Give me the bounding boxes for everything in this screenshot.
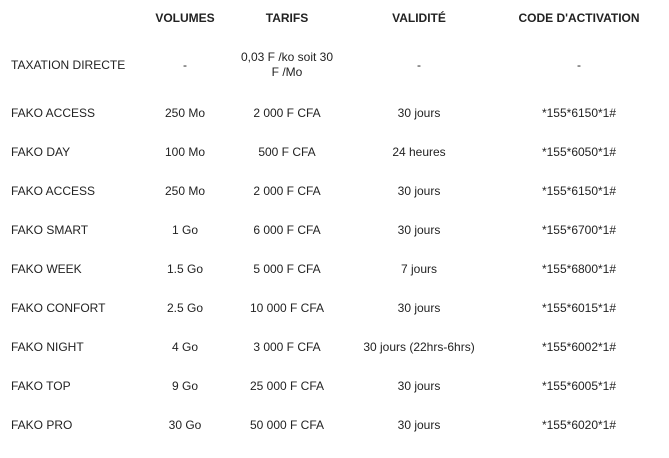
offer-code: *155*6020*1# xyxy=(541,418,617,432)
table-row: FAKO ACCESS 250 Mo 2 000 F CFA 30 jours … xyxy=(0,94,669,133)
offer-name: FAKO PRO xyxy=(11,418,73,432)
offers-table: VOLUMES TARIFS VALIDITÉ CODE D'ACTIVATIO… xyxy=(0,0,669,445)
offer-tarif: 50 000 F CFA xyxy=(249,418,325,432)
offer-volume: 2.5 Go xyxy=(166,301,204,315)
table-row: FAKO PRO 30 Go 50 000 F CFA 30 jours *15… xyxy=(0,406,669,445)
offer-validite: 30 jours xyxy=(397,301,441,315)
offer-volume: 9 Go xyxy=(171,379,198,393)
offer-validite: 30 jours (22hrs-6hrs) xyxy=(363,340,475,354)
offer-name: TAXATION DIRECTE xyxy=(11,57,126,72)
offer-code: *155*6015*1# xyxy=(541,301,617,315)
offer-code: *155*6002*1# xyxy=(541,340,617,354)
offer-name: FAKO ACCESS xyxy=(11,106,96,120)
header-row: VOLUMES TARIFS VALIDITÉ CODE D'ACTIVATIO… xyxy=(0,0,669,36)
offer-tarif: 2 000 F CFA xyxy=(253,106,321,120)
offer-volume: 30 Go xyxy=(168,418,202,432)
table-row: TAXATION DIRECTE - 0,03 F /ko soit 30 F … xyxy=(0,36,669,94)
table-row: FAKO WEEK 1.5 Go 5 000 F CFA 7 jours *15… xyxy=(0,250,669,289)
header-tarifs: TARIFS xyxy=(265,11,309,25)
offer-tarif: 500 F CFA xyxy=(258,145,316,159)
offer-name: FAKO CONFORT xyxy=(11,301,106,315)
offer-tarif: 0,03 F /ko soit 30 F /Mo xyxy=(240,50,334,79)
offer-name: FAKO NIGHT xyxy=(11,340,84,354)
table-row: FAKO NIGHT 4 Go 3 000 F CFA 30 jours (22… xyxy=(0,328,669,367)
offer-tarif: 2 000 F CFA xyxy=(253,184,321,198)
offer-code: *155*6150*1# xyxy=(541,106,617,120)
table-row: FAKO CONFORT 2.5 Go 10 000 F CFA 30 jour… xyxy=(0,289,669,328)
offer-code: - xyxy=(577,57,581,72)
header-code: CODE D'ACTIVATION xyxy=(518,11,640,25)
header-volumes: VOLUMES xyxy=(155,11,215,25)
offer-code: *155*6700*1# xyxy=(541,223,617,237)
table-row: FAKO ACCESS 250 Mo 2 000 F CFA 30 jours … xyxy=(0,172,669,211)
offer-code: *155*6050*1# xyxy=(541,145,617,159)
offer-name: FAKO ACCESS xyxy=(11,184,96,198)
offer-volume: 250 Mo xyxy=(164,184,206,198)
offer-tarif: 3 000 F CFA xyxy=(253,340,321,354)
offer-tarif: 5 000 F CFA xyxy=(253,262,321,276)
header-offer xyxy=(0,0,145,36)
offer-volume: 1.5 Go xyxy=(166,262,204,276)
table-row: FAKO DAY 100 Mo 500 F CFA 24 heures *155… xyxy=(0,133,669,172)
offer-code: *155*6005*1# xyxy=(541,379,617,393)
offer-volume: 250 Mo xyxy=(164,106,206,120)
offer-validite: 30 jours xyxy=(397,418,441,432)
offer-volume: 100 Mo xyxy=(164,145,206,159)
offer-validite: 30 jours xyxy=(397,379,441,393)
offer-name: FAKO SMART xyxy=(11,223,89,237)
offer-validite: 30 jours xyxy=(397,106,441,120)
offer-volume: 4 Go xyxy=(171,340,198,354)
table-row: FAKO SMART 1 Go 6 000 F CFA 30 jours *15… xyxy=(0,211,669,250)
offer-validite: 24 heures xyxy=(392,145,446,159)
table-row: FAKO TOP 9 Go 25 000 F CFA 30 jours *155… xyxy=(0,367,669,406)
offer-name: FAKO DAY xyxy=(11,145,71,159)
offer-validite: 7 jours xyxy=(400,262,438,276)
offer-code: *155*6800*1# xyxy=(541,262,617,276)
offer-name: FAKO TOP xyxy=(11,379,71,393)
offer-tarif: 25 000 F CFA xyxy=(249,379,325,393)
offer-validite: - xyxy=(417,57,421,72)
offer-code: *155*6150*1# xyxy=(541,184,617,198)
offer-tarif: 6 000 F CFA xyxy=(253,223,321,237)
offer-validite: 30 jours xyxy=(397,184,441,198)
offer-name: FAKO WEEK xyxy=(11,262,82,276)
header-validite: VALIDITÉ xyxy=(392,11,446,25)
offer-validite: 30 jours xyxy=(397,223,441,237)
offer-volume: - xyxy=(183,57,187,72)
offer-tarif: 10 000 F CFA xyxy=(249,301,325,315)
offer-volume: 1 Go xyxy=(171,223,198,237)
